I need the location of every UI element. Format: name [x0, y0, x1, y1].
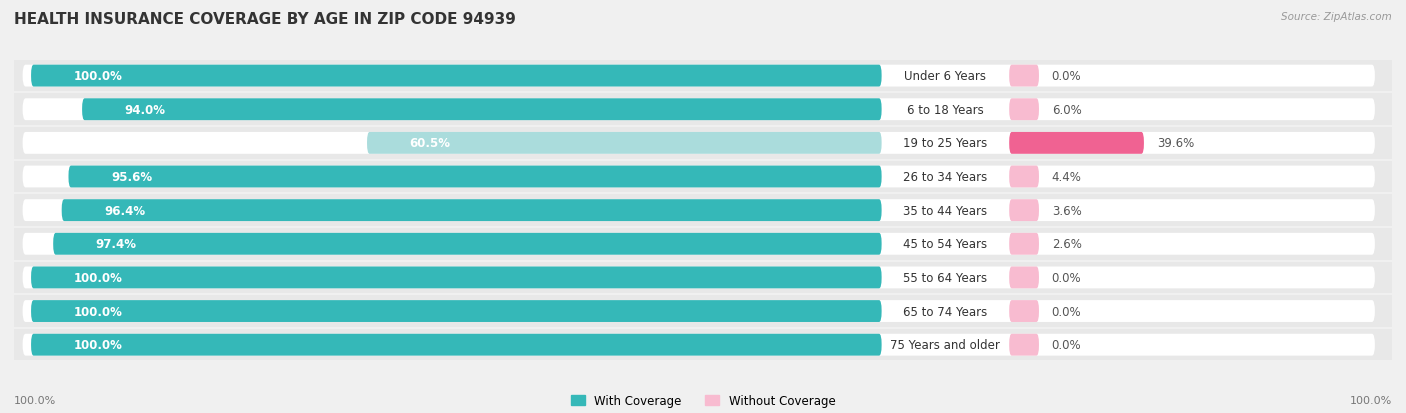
- Text: 100.0%: 100.0%: [1350, 395, 1392, 405]
- Bar: [14, 262, 1392, 294]
- Text: 96.4%: 96.4%: [104, 204, 145, 217]
- Text: 55 to 64 Years: 55 to 64 Years: [903, 271, 987, 284]
- FancyBboxPatch shape: [1010, 267, 1039, 289]
- Text: 6 to 18 Years: 6 to 18 Years: [907, 104, 984, 116]
- FancyBboxPatch shape: [1010, 233, 1039, 255]
- Text: 4.4%: 4.4%: [1052, 171, 1081, 183]
- Text: Source: ZipAtlas.com: Source: ZipAtlas.com: [1281, 12, 1392, 22]
- Text: 100.0%: 100.0%: [73, 338, 122, 351]
- Text: 94.0%: 94.0%: [125, 104, 166, 116]
- Bar: [14, 296, 1392, 327]
- Bar: [14, 161, 1392, 193]
- FancyBboxPatch shape: [1010, 200, 1039, 221]
- Text: HEALTH INSURANCE COVERAGE BY AGE IN ZIP CODE 94939: HEALTH INSURANCE COVERAGE BY AGE IN ZIP …: [14, 12, 516, 27]
- Bar: [14, 195, 1392, 226]
- Text: 2.6%: 2.6%: [1052, 238, 1081, 251]
- Text: Under 6 Years: Under 6 Years: [904, 70, 987, 83]
- FancyBboxPatch shape: [1010, 334, 1039, 356]
- FancyBboxPatch shape: [31, 66, 882, 87]
- Text: 3.6%: 3.6%: [1052, 204, 1081, 217]
- FancyBboxPatch shape: [22, 200, 1375, 221]
- Text: 95.6%: 95.6%: [111, 171, 152, 183]
- FancyBboxPatch shape: [31, 300, 882, 322]
- FancyBboxPatch shape: [22, 334, 1375, 356]
- Text: 75 Years and older: 75 Years and older: [890, 338, 1000, 351]
- FancyBboxPatch shape: [22, 99, 1375, 121]
- FancyBboxPatch shape: [1010, 66, 1039, 87]
- Text: 0.0%: 0.0%: [1052, 305, 1081, 318]
- FancyBboxPatch shape: [367, 133, 882, 154]
- FancyBboxPatch shape: [22, 133, 1375, 154]
- FancyBboxPatch shape: [31, 267, 882, 289]
- Text: 39.6%: 39.6%: [1157, 137, 1194, 150]
- Text: 6.0%: 6.0%: [1052, 104, 1081, 116]
- FancyBboxPatch shape: [1010, 166, 1039, 188]
- FancyBboxPatch shape: [1010, 300, 1039, 322]
- Text: 35 to 44 Years: 35 to 44 Years: [903, 204, 987, 217]
- Text: 65 to 74 Years: 65 to 74 Years: [903, 305, 987, 318]
- FancyBboxPatch shape: [53, 233, 882, 255]
- Text: 100.0%: 100.0%: [73, 305, 122, 318]
- FancyBboxPatch shape: [62, 200, 882, 221]
- Bar: [14, 329, 1392, 361]
- Bar: [14, 94, 1392, 126]
- Text: 100.0%: 100.0%: [73, 271, 122, 284]
- Text: 60.5%: 60.5%: [409, 137, 450, 150]
- FancyBboxPatch shape: [22, 300, 1375, 322]
- FancyBboxPatch shape: [82, 99, 882, 121]
- FancyBboxPatch shape: [22, 66, 1375, 87]
- FancyBboxPatch shape: [1010, 99, 1039, 121]
- Text: 0.0%: 0.0%: [1052, 70, 1081, 83]
- FancyBboxPatch shape: [22, 166, 1375, 188]
- FancyBboxPatch shape: [1010, 133, 1144, 154]
- Bar: [14, 228, 1392, 260]
- Bar: [14, 61, 1392, 92]
- FancyBboxPatch shape: [22, 233, 1375, 255]
- Text: 0.0%: 0.0%: [1052, 271, 1081, 284]
- Text: 100.0%: 100.0%: [73, 70, 122, 83]
- Bar: [14, 128, 1392, 159]
- FancyBboxPatch shape: [69, 166, 882, 188]
- Text: 0.0%: 0.0%: [1052, 338, 1081, 351]
- Text: 97.4%: 97.4%: [96, 238, 136, 251]
- FancyBboxPatch shape: [22, 267, 1375, 289]
- FancyBboxPatch shape: [31, 334, 882, 356]
- Text: 26 to 34 Years: 26 to 34 Years: [903, 171, 987, 183]
- Text: 19 to 25 Years: 19 to 25 Years: [903, 137, 987, 150]
- Legend: With Coverage, Without Coverage: With Coverage, Without Coverage: [571, 394, 835, 407]
- Text: 100.0%: 100.0%: [14, 395, 56, 405]
- Text: 45 to 54 Years: 45 to 54 Years: [903, 238, 987, 251]
